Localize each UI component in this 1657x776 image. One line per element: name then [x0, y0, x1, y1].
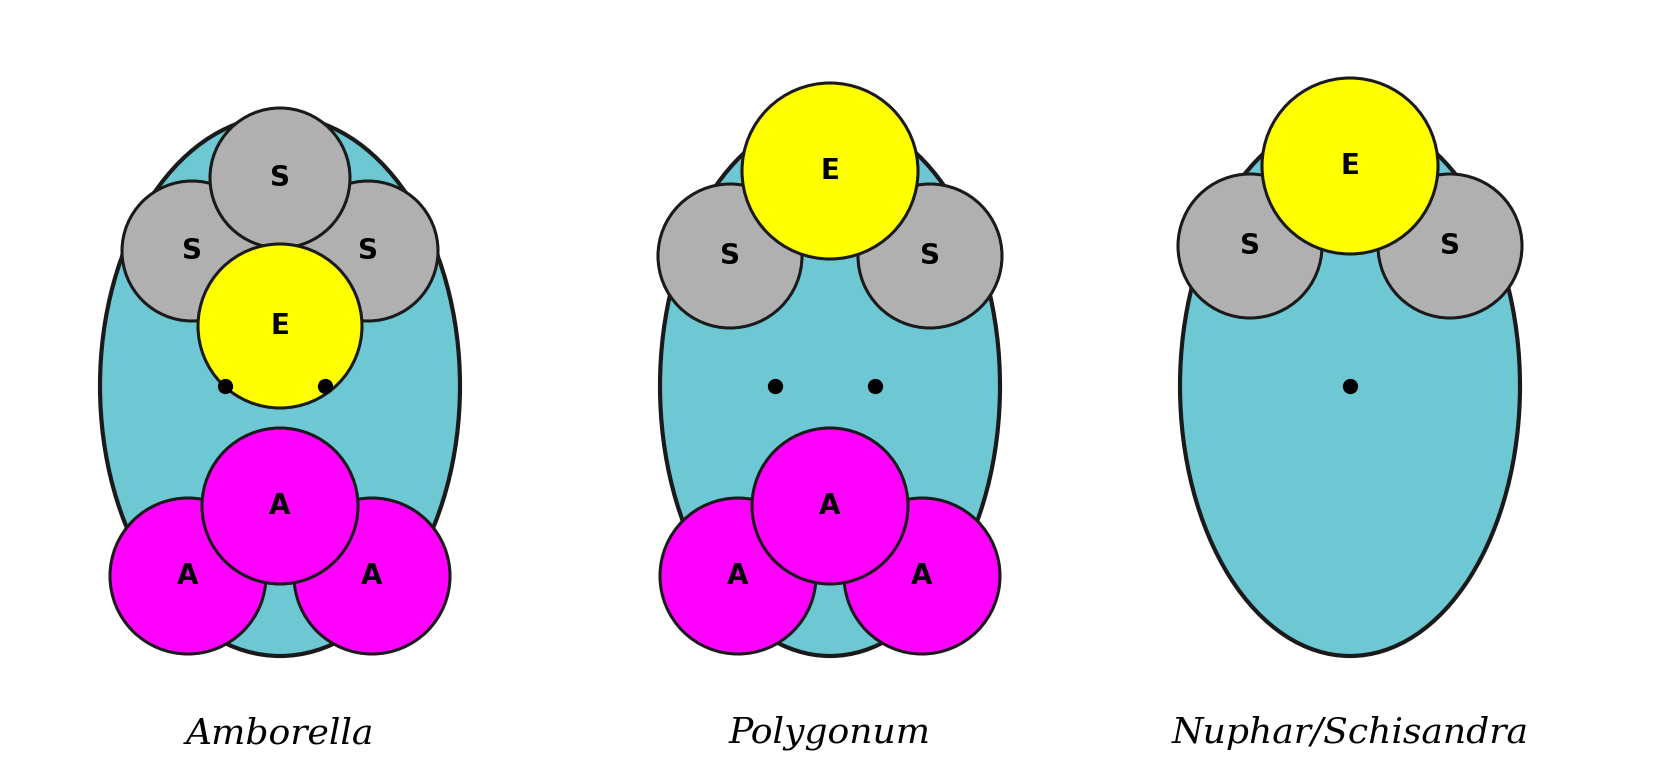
- Text: S: S: [182, 237, 202, 265]
- Circle shape: [1178, 174, 1322, 318]
- Text: S: S: [920, 242, 940, 270]
- Text: A: A: [177, 562, 199, 590]
- Ellipse shape: [1180, 116, 1519, 656]
- Circle shape: [742, 83, 918, 259]
- Text: E: E: [1341, 152, 1359, 180]
- Text: A: A: [819, 492, 840, 520]
- Circle shape: [1379, 174, 1523, 318]
- Text: Amborella: Amborella: [186, 716, 374, 750]
- Circle shape: [109, 498, 267, 654]
- Circle shape: [202, 428, 358, 584]
- Circle shape: [843, 498, 1001, 654]
- Circle shape: [293, 498, 451, 654]
- Text: Nuphar/Schisandra: Nuphar/Schisandra: [1171, 716, 1528, 750]
- Text: S: S: [721, 242, 741, 270]
- Text: E: E: [270, 312, 290, 340]
- Text: Polygonum: Polygonum: [729, 716, 931, 750]
- Circle shape: [123, 181, 262, 321]
- Circle shape: [197, 244, 361, 408]
- Text: S: S: [1440, 232, 1460, 260]
- Circle shape: [659, 498, 815, 654]
- Text: S: S: [270, 164, 290, 192]
- Circle shape: [210, 108, 350, 248]
- Circle shape: [858, 184, 1002, 328]
- Text: A: A: [727, 562, 749, 590]
- Ellipse shape: [99, 116, 461, 656]
- Circle shape: [658, 184, 802, 328]
- Text: E: E: [820, 157, 840, 185]
- Text: S: S: [1239, 232, 1259, 260]
- Text: A: A: [361, 562, 383, 590]
- Text: A: A: [268, 492, 290, 520]
- Text: A: A: [911, 562, 933, 590]
- Circle shape: [1263, 78, 1438, 254]
- Circle shape: [752, 428, 908, 584]
- Circle shape: [298, 181, 437, 321]
- Ellipse shape: [659, 116, 1001, 656]
- Text: S: S: [358, 237, 378, 265]
